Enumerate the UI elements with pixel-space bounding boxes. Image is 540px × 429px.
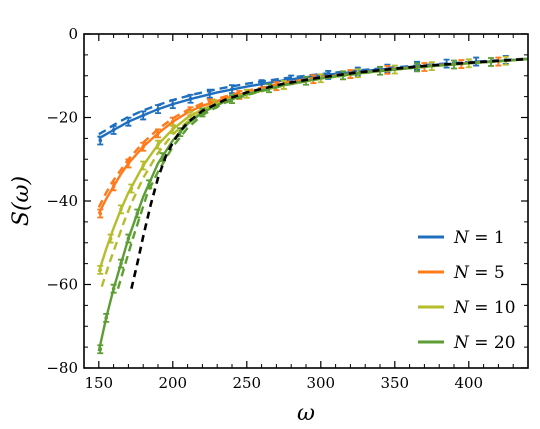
series-4 xyxy=(97,57,528,355)
data-point-marker xyxy=(188,114,193,118)
data-point-marker xyxy=(171,127,175,131)
data-point-marker xyxy=(126,236,131,241)
data-point-marker xyxy=(141,144,145,149)
data-point-marker xyxy=(289,77,294,82)
y-tick-label: −20 xyxy=(46,109,78,127)
data-point-marker xyxy=(415,65,419,70)
series-3-dashed-line xyxy=(100,57,528,287)
legend-label: N = 20 xyxy=(453,333,516,353)
data-point-marker xyxy=(98,347,103,352)
series-1-dashed-line xyxy=(98,57,528,136)
data-point-marker xyxy=(98,268,103,272)
data-point-marker xyxy=(171,119,175,124)
data-point-marker xyxy=(108,236,113,241)
data-point-marker xyxy=(141,163,145,168)
data-point-marker xyxy=(135,211,140,216)
data-point-marker xyxy=(119,207,123,212)
data-point-marker xyxy=(452,62,456,67)
y-tick-label: −80 xyxy=(46,359,78,377)
data-point-marker xyxy=(156,107,160,111)
data-point-marker xyxy=(156,131,160,136)
x-axis-label: ω xyxy=(297,401,315,426)
legend-item-1: N = 1 xyxy=(418,228,505,248)
x-tick-label: 400 xyxy=(454,374,483,392)
data-point-marker xyxy=(171,102,175,106)
data-point-marker xyxy=(111,286,116,291)
legend-label: N = 5 xyxy=(453,263,505,283)
series-2 xyxy=(97,56,528,219)
data-point-marker xyxy=(98,138,103,143)
x-tick-label: 150 xyxy=(84,374,113,392)
series-4-dashed-line xyxy=(116,57,528,290)
y-tick-label: 0 xyxy=(68,25,78,43)
y-axis-label: S(ω) xyxy=(9,176,34,226)
data-point-marker xyxy=(230,87,234,91)
data-point-marker xyxy=(147,182,151,187)
data-point-marker xyxy=(208,101,212,106)
legend-item-3: N = 10 xyxy=(418,298,516,318)
x-tick-label: 300 xyxy=(306,374,335,392)
data-point-marker xyxy=(160,155,165,159)
series-layer xyxy=(97,54,528,355)
x-tick-label: 200 xyxy=(158,374,187,392)
legend: N = 1 N = 5 N = 10 N = 20 xyxy=(418,228,516,353)
data-point-marker xyxy=(208,91,212,96)
series-3 xyxy=(97,55,528,287)
data-point-marker xyxy=(104,316,108,320)
data-point-marker xyxy=(178,130,182,134)
data-point-marker xyxy=(119,261,123,266)
data-point-marker xyxy=(489,60,493,64)
data-point-marker xyxy=(98,211,103,216)
data-point-marker xyxy=(129,186,134,191)
legend-label: N = 1 xyxy=(453,228,505,248)
data-point-marker xyxy=(259,82,264,86)
legend-label: N = 10 xyxy=(453,298,516,318)
data-point-marker xyxy=(111,128,116,132)
data-point-marker xyxy=(126,119,131,124)
data-point-marker xyxy=(126,161,131,166)
ticks-layer: 150 200 250 300 350 400 0 −20 −40 −60 −80 xyxy=(46,25,529,392)
y-tick-label: −40 xyxy=(46,192,78,210)
data-point-marker xyxy=(156,142,160,147)
x-tick-label: 250 xyxy=(232,374,261,392)
reference-dashed-line xyxy=(130,57,528,289)
data-point-marker xyxy=(188,96,193,101)
legend-item-4: N = 20 xyxy=(418,333,516,353)
data-point-marker xyxy=(141,113,145,118)
y-tick-label: −60 xyxy=(46,276,78,294)
legend-item-2: N = 5 xyxy=(418,263,505,283)
data-point-marker xyxy=(111,184,116,189)
x-tick-label: 350 xyxy=(380,374,409,392)
